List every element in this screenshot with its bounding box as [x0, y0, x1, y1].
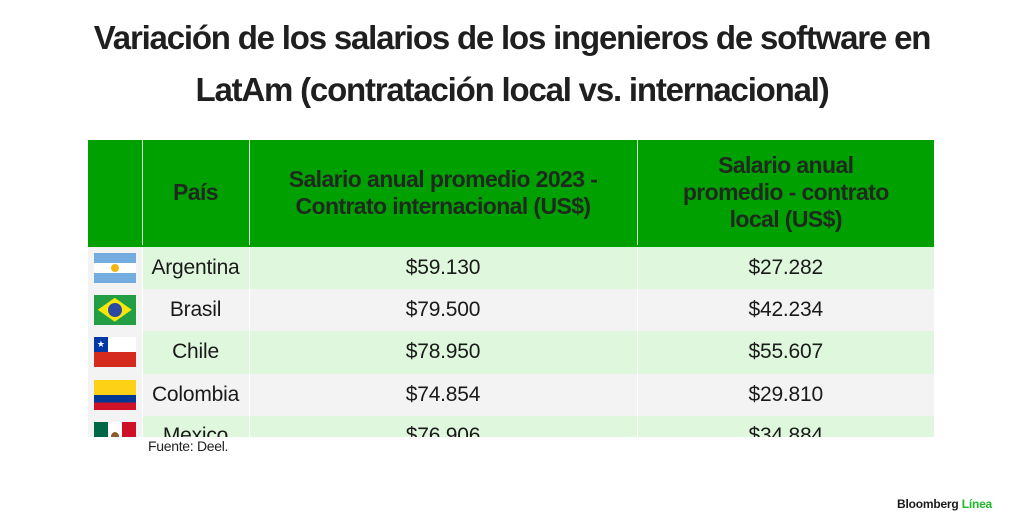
- local-salary-cell: $29.810: [637, 373, 934, 416]
- brand-logo: Bloomberg Línea: [897, 497, 992, 511]
- page-title: Variación de los salarios de los ingenie…: [0, 12, 1024, 116]
- country-cell: Brasil: [142, 288, 250, 331]
- country-cell: Argentina: [142, 245, 250, 289]
- local-salary-cell: $27.282: [637, 245, 934, 289]
- brand-name: Bloomberg: [897, 497, 959, 511]
- flag-cell: [88, 373, 143, 416]
- flag-cell: [88, 245, 143, 289]
- header-flag: [88, 140, 143, 246]
- header-international-salary: Salario anual promedio 2023 - Contrato i…: [249, 140, 638, 246]
- flag-cell: [88, 416, 143, 437]
- title-line-2: LatAm (contratación local vs. internacio…: [195, 71, 829, 108]
- chile-flag-icon: ★: [93, 337, 136, 368]
- table-header-row: País Salario anual promedio 2023 - Contr…: [88, 140, 934, 246]
- colombia-flag-icon: [93, 379, 136, 410]
- international-salary-cell: $74.854: [249, 373, 638, 416]
- header-country: País: [142, 140, 250, 246]
- country-cell: Colombia: [142, 373, 250, 416]
- argentina-flag-icon: [93, 252, 136, 283]
- country-cell: Chile: [142, 331, 250, 374]
- brand-accent: Línea: [961, 497, 993, 511]
- international-salary-cell: $78.950: [249, 331, 638, 374]
- country-cell: Mexico: [142, 416, 250, 437]
- table-row: Mexico $76.906 $34.884: [88, 416, 934, 437]
- local-salary-cell: $55.607: [637, 331, 934, 374]
- header-local-salary: Salario anual promedio - contrato local …: [637, 140, 934, 246]
- flag-cell: [88, 288, 143, 331]
- salary-table-container: País Salario anual promedio 2023 - Contr…: [88, 140, 934, 437]
- international-salary-cell: $59.130: [249, 245, 638, 289]
- international-salary-cell: $79.500: [249, 288, 638, 331]
- mexico-flag-icon: [93, 422, 136, 437]
- table-row: ★ Chile $78.950 $55.607: [88, 331, 934, 374]
- international-salary-cell: $76.906: [249, 416, 638, 437]
- brazil-flag-icon: [93, 294, 136, 325]
- local-salary-cell: $42.234: [637, 288, 934, 331]
- local-salary-cell: $34.884: [637, 416, 934, 437]
- table-row: Brasil $79.500 $42.234: [88, 288, 934, 331]
- table-row: Colombia $74.854 $29.810: [88, 373, 934, 416]
- salary-table: País Salario anual promedio 2023 - Contr…: [88, 140, 934, 437]
- source-note: Fuente: Deel.: [148, 438, 229, 454]
- title-line-1: Variación de los salarios de los ingenie…: [93, 19, 932, 56]
- flag-cell: ★: [88, 331, 143, 374]
- table-row: Argentina $59.130 $27.282: [88, 245, 934, 289]
